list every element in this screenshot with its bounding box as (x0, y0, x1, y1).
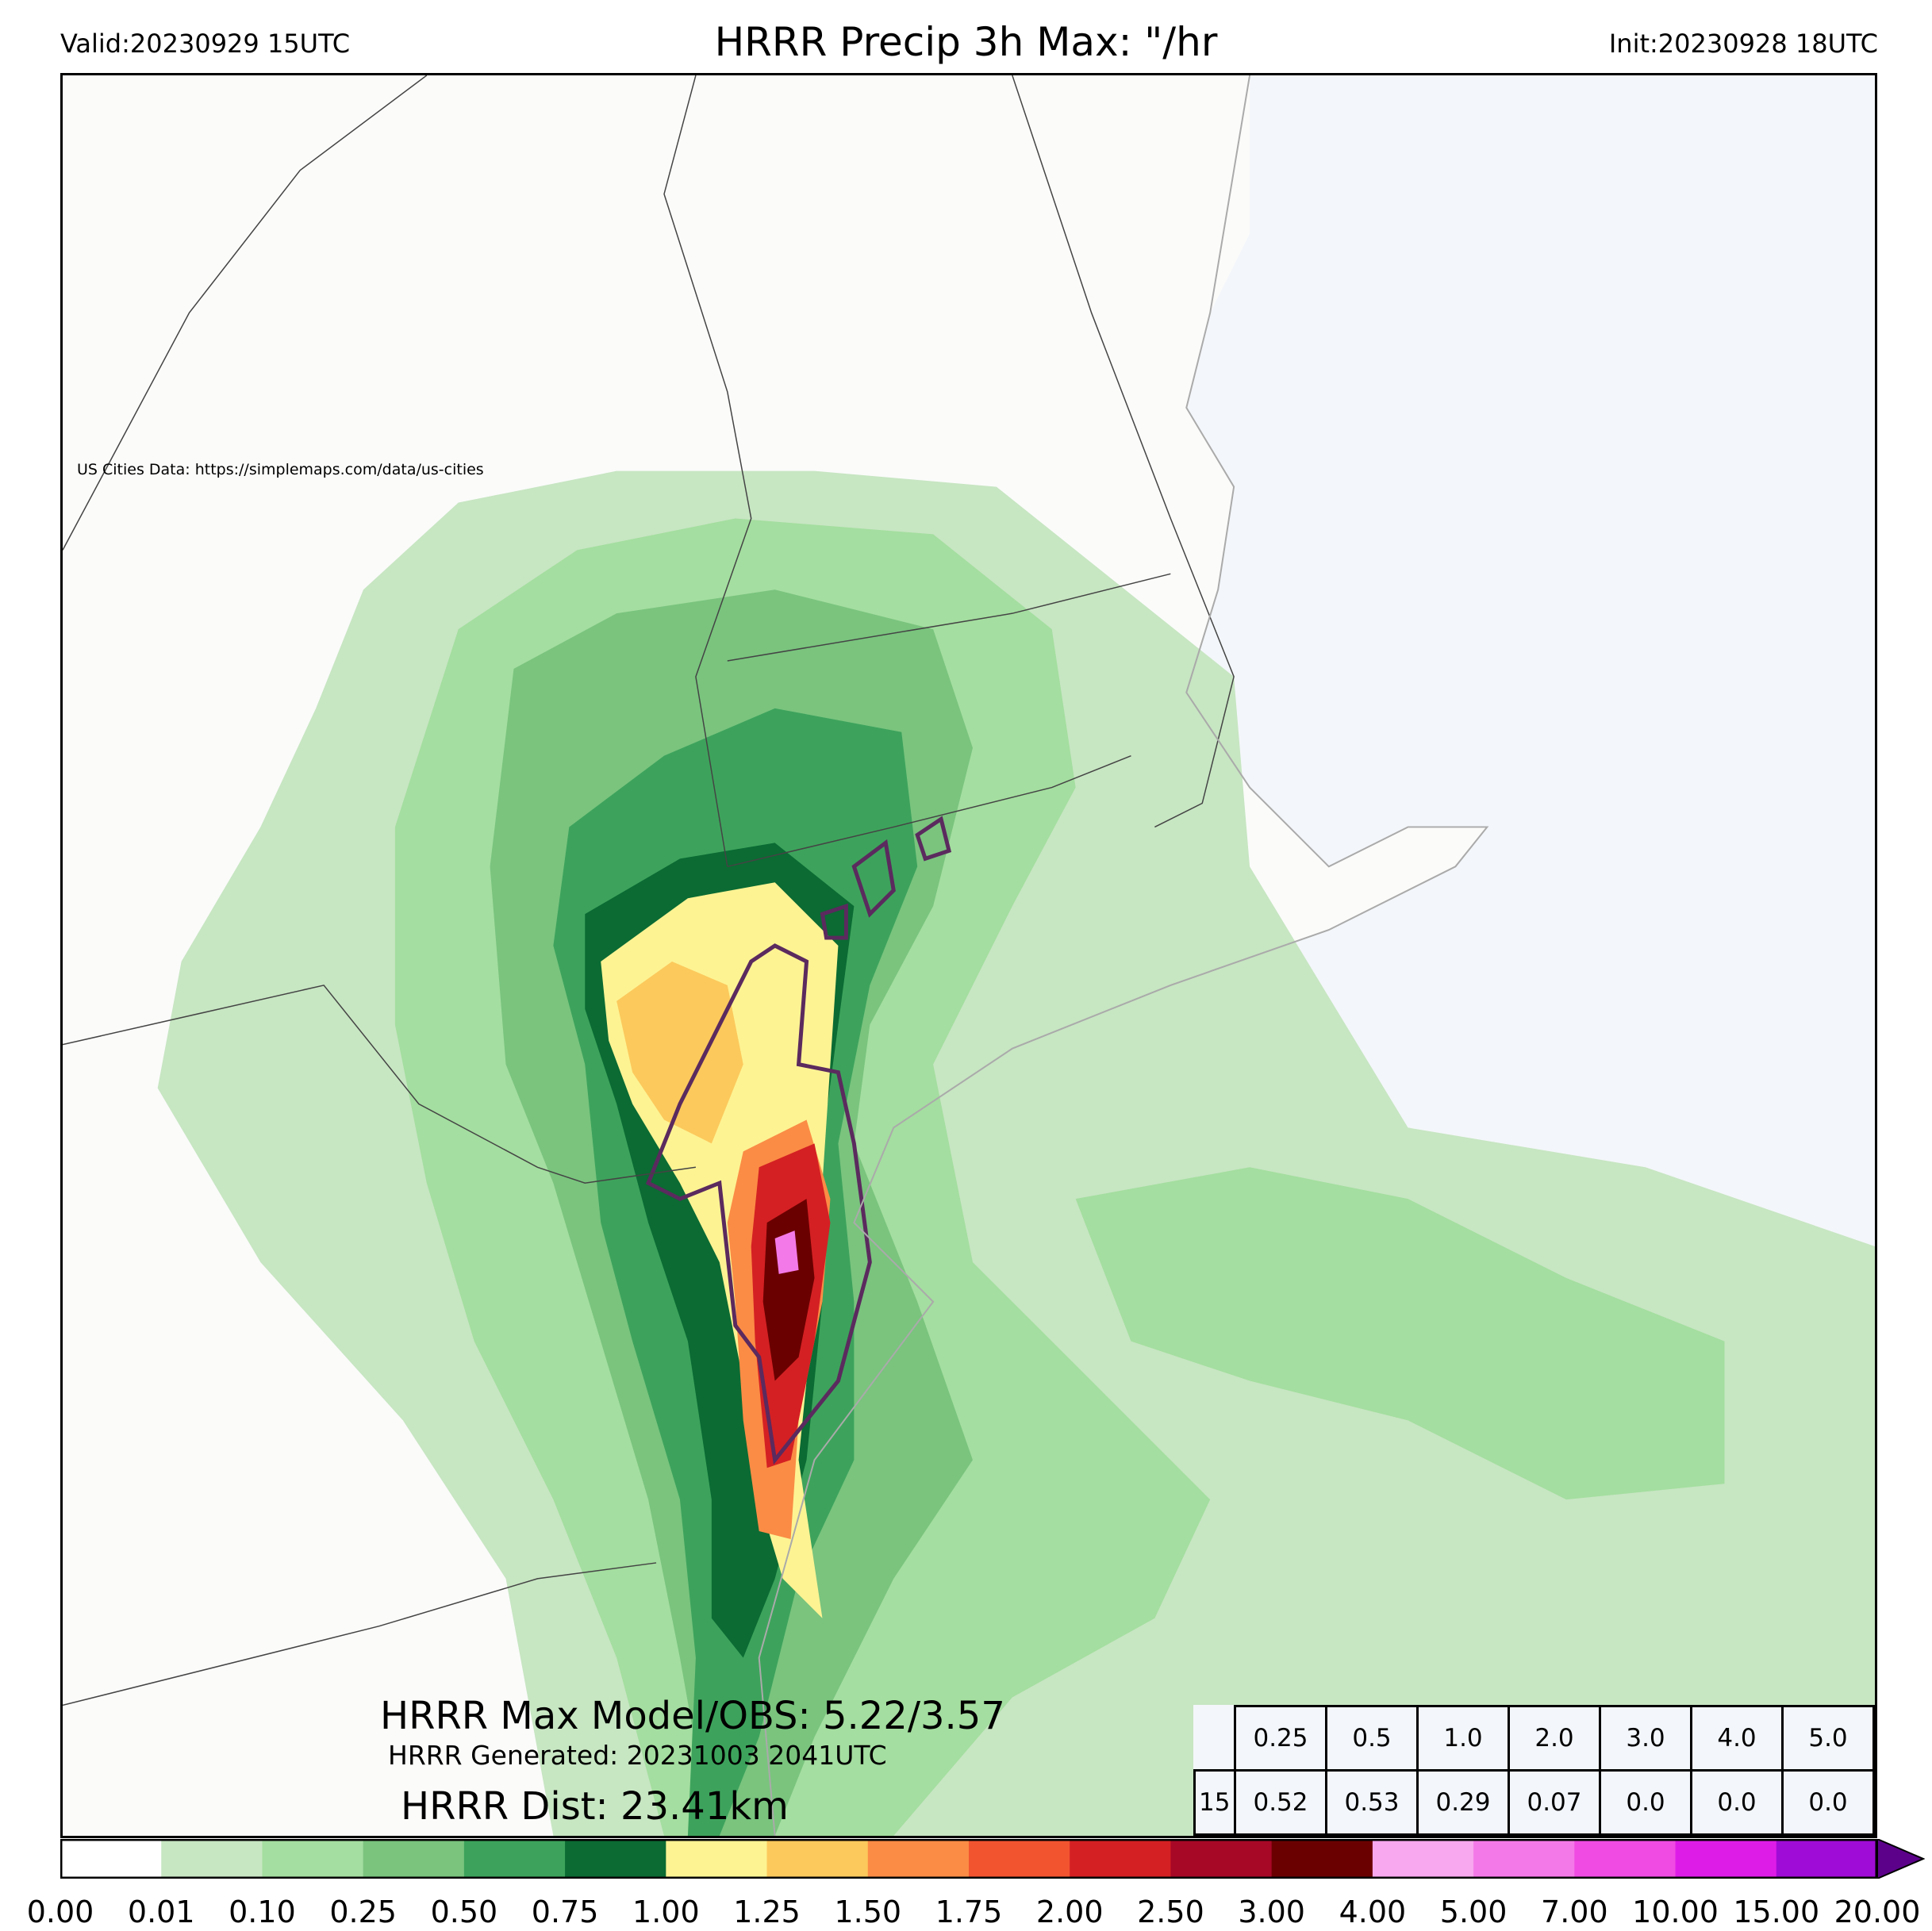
value-cell: 0.0 (1690, 1769, 1784, 1836)
cities-data-credit: US Cities Data: https://simplemaps.com/d… (77, 461, 484, 478)
colorbar-tick-label: 1.50 (834, 1895, 902, 1929)
stats-corner-cell (1194, 1706, 1236, 1772)
colorbar-segment (1271, 1839, 1373, 1879)
colorbar-outline (60, 1839, 1878, 1879)
value-cell: 0.29 (1416, 1769, 1510, 1836)
colorbar-extend-arrow (1876, 1839, 1925, 1879)
value-cell: 0.0 (1781, 1769, 1875, 1836)
threshold-cell: 5.0 (1781, 1705, 1875, 1772)
threshold-cell: 3.0 (1599, 1705, 1692, 1772)
colorbar-tick-label: 0.01 (127, 1895, 195, 1929)
colorbar-tick-label: 0.25 (329, 1895, 397, 1929)
threshold-cell: 4.0 (1690, 1705, 1784, 1772)
colorbar-segment (969, 1839, 1070, 1879)
colorbar-tick-label: 0.00 (26, 1895, 94, 1929)
colorbar-segment (363, 1839, 465, 1879)
precip-125 (616, 961, 743, 1144)
colorbar (60, 1839, 1925, 1879)
colorbar-segment (766, 1839, 869, 1879)
map-layer (63, 75, 1875, 1836)
colorbar-segment (867, 1839, 970, 1879)
colorbar-tick-label: 5.00 (1439, 1895, 1508, 1929)
valid-time-label: Valid:20230929 15UTC (60, 29, 351, 59)
precip-map: US Cities Data: https://simplemaps.com/d… (60, 73, 1877, 1838)
value-cell: 0.52 (1234, 1769, 1327, 1836)
threshold-cell: 0.5 (1325, 1705, 1419, 1772)
value-cell: 0.07 (1508, 1769, 1601, 1836)
colorbar-segment (666, 1839, 768, 1879)
colorbar-tick-label: 1.75 (935, 1895, 1003, 1929)
colorbar-segment (262, 1839, 364, 1879)
threshold-cell: 1.0 (1416, 1705, 1510, 1772)
threshold-cell: 2.0 (1508, 1705, 1601, 1772)
stats-table: 0.25 0.5 1.0 2.0 3.0 4.0 5.0 15 0.52 0.5… (1193, 1705, 1875, 1836)
colorbar-tick-label: 20.00 (1834, 1895, 1921, 1929)
colorbar-segment (60, 1839, 162, 1879)
colorbar-segment (161, 1839, 263, 1879)
max-model-obs-label: HRRR Max Model/OBS: 5.22/3.57 (380, 1694, 1005, 1738)
coastline (758, 75, 1489, 1836)
colorbar-tick-label: 0.50 (430, 1895, 498, 1929)
colorbar-tick-label: 2.00 (1035, 1895, 1104, 1929)
colorbar-segment (1473, 1839, 1575, 1879)
obs-contour-north (820, 816, 952, 940)
stats-value-row: 15 0.52 0.53 0.29 0.07 0.0 0.0 0.0 (1193, 1769, 1875, 1836)
value-cell: 0.0 (1599, 1769, 1692, 1836)
precip-400 (774, 1230, 799, 1274)
obs-contour (645, 943, 872, 1465)
value-cell: 0.53 (1325, 1769, 1419, 1836)
colorbar-segment (1776, 1839, 1878, 1879)
colorbar-tick-label: 7.00 (1541, 1895, 1608, 1929)
colorbar-segment (463, 1839, 566, 1879)
colorbar-tick-label: 0.10 (229, 1895, 296, 1929)
colorbar-segment (1170, 1839, 1273, 1879)
colorbar-segment (565, 1839, 666, 1879)
colorbar-tick-label: 2.50 (1137, 1895, 1204, 1929)
distance-label: HRRR Dist: 23.41km (401, 1784, 789, 1829)
chart-title: HRRR Precip 3h Max: "/hr (714, 19, 1218, 65)
stats-threshold-row: 0.25 0.5 1.0 2.0 3.0 4.0 5.0 (1194, 1705, 1875, 1772)
colorbar-segment (1372, 1839, 1474, 1879)
threshold-cell: 0.25 (1234, 1705, 1327, 1772)
init-time-label: Init:20230928 18UTC (1608, 29, 1878, 59)
state-borders (63, 75, 1235, 1706)
colorbar-segment (1675, 1839, 1777, 1879)
colorbar-tick-label: 0.75 (531, 1895, 599, 1929)
colorbar-tick-label: 15.00 (1733, 1895, 1820, 1929)
colorbar-tick-label: 1.00 (632, 1895, 700, 1929)
colorbar-segment (1070, 1839, 1171, 1879)
colorbar-segment (1574, 1839, 1677, 1879)
generated-time-label: HRRR Generated: 20231003 2041UTC (388, 1740, 887, 1771)
colorbar-tick-label: 10.00 (1632, 1895, 1719, 1929)
colorbar-tick-label: 1.25 (733, 1895, 801, 1929)
colorbar-tick-label: 4.00 (1339, 1895, 1407, 1929)
precip-010-east (1075, 1167, 1725, 1500)
row-label-cell: 15 (1193, 1769, 1236, 1836)
colorbar-tick-label: 3.00 (1238, 1895, 1305, 1929)
